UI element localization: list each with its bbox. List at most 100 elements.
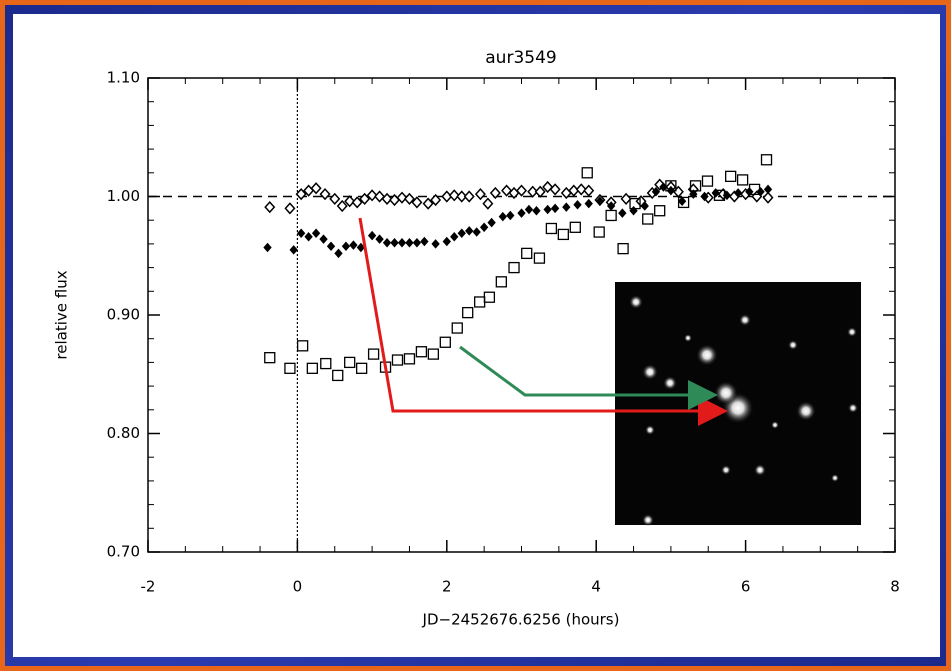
data-point — [319, 188, 331, 201]
data-point — [412, 237, 422, 248]
data-point — [733, 188, 743, 198]
y-tick-label: 0.90 — [107, 306, 140, 324]
inset-image — [615, 282, 861, 526]
data-point — [521, 247, 533, 260]
data-point — [431, 239, 440, 249]
data-point — [483, 291, 496, 303]
y-axis-label: relative flux — [53, 270, 71, 359]
data-point — [581, 167, 593, 179]
data-point — [375, 234, 384, 244]
data-point — [296, 340, 309, 352]
data-point — [465, 226, 474, 236]
data-point — [310, 182, 322, 195]
data-point — [550, 203, 560, 214]
data-point — [320, 357, 332, 370]
data-point — [524, 204, 534, 215]
data-point — [304, 232, 313, 242]
data-point — [762, 191, 774, 204]
data-point — [349, 240, 358, 250]
data-point — [689, 189, 698, 199]
data-point — [405, 237, 414, 248]
data-point — [382, 237, 392, 248]
data-point — [311, 228, 321, 238]
data-point — [474, 188, 486, 201]
data-point — [411, 196, 423, 209]
data-point — [640, 201, 649, 211]
data-point — [390, 237, 399, 248]
data-point — [689, 180, 702, 192]
data-point — [545, 222, 558, 235]
data-point — [629, 197, 641, 210]
y-tick-label: 1.10 — [107, 69, 140, 87]
data-point — [527, 185, 539, 198]
data-point — [439, 336, 451, 348]
data-point — [605, 209, 617, 222]
data-point — [595, 196, 605, 206]
data-point — [495, 276, 507, 288]
data-point — [403, 192, 415, 205]
data-point — [701, 175, 714, 187]
data-point — [677, 196, 687, 206]
data-point — [367, 230, 377, 241]
data-point — [334, 248, 343, 259]
data-point — [479, 222, 489, 233]
data-point — [562, 202, 571, 212]
data-point — [329, 192, 341, 205]
data-point — [593, 226, 605, 238]
y-tick-label: 1.00 — [107, 187, 140, 205]
plot-area: -2 0 2 4 6 8 0.70 0.80 0.90 1.00 1.10 — [107, 69, 900, 596]
data-point — [573, 200, 582, 210]
data-point — [506, 210, 515, 221]
data-point — [264, 201, 276, 214]
data-point — [381, 192, 393, 205]
x-tick-label: 0 — [293, 578, 303, 596]
data-point — [450, 232, 459, 242]
data-point — [462, 306, 474, 319]
x-tick-label: -2 — [141, 578, 156, 596]
data-point — [344, 195, 356, 208]
data-point — [543, 204, 552, 215]
data-point — [654, 205, 666, 217]
data-point — [306, 362, 318, 374]
data-point — [420, 236, 429, 247]
data-point — [397, 237, 407, 248]
data-point — [508, 261, 520, 274]
data-point — [642, 213, 654, 225]
data-point — [620, 192, 632, 205]
data-point — [517, 208, 526, 218]
data-point — [457, 228, 466, 238]
red-arrow — [358, 217, 728, 426]
data-point — [427, 348, 440, 360]
data-point — [336, 199, 348, 213]
data-point — [403, 353, 416, 365]
data-point — [700, 191, 709, 202]
data-point — [341, 241, 351, 252]
data-point — [263, 242, 272, 253]
data-point — [451, 322, 463, 334]
data-point — [391, 354, 404, 366]
data-point — [725, 170, 737, 183]
data-point — [482, 197, 494, 210]
data-point — [549, 183, 561, 196]
data-point — [284, 362, 296, 374]
data-point — [618, 208, 627, 218]
data-point — [583, 184, 595, 197]
data-point — [651, 187, 661, 197]
data-point — [760, 154, 773, 166]
data-point — [396, 191, 408, 204]
data-point — [617, 242, 629, 255]
data-point — [355, 362, 368, 374]
data-point — [367, 348, 380, 360]
data-point — [456, 190, 468, 203]
data-point — [332, 369, 344, 382]
data-point — [489, 186, 501, 200]
data-point — [569, 221, 581, 233]
data-point — [557, 228, 569, 241]
data-point — [763, 184, 773, 195]
data-point — [584, 198, 593, 209]
x-tick-label: 8 — [890, 578, 900, 596]
data-point — [713, 189, 726, 201]
data-point — [515, 184, 528, 197]
green-arrow — [459, 345, 718, 410]
